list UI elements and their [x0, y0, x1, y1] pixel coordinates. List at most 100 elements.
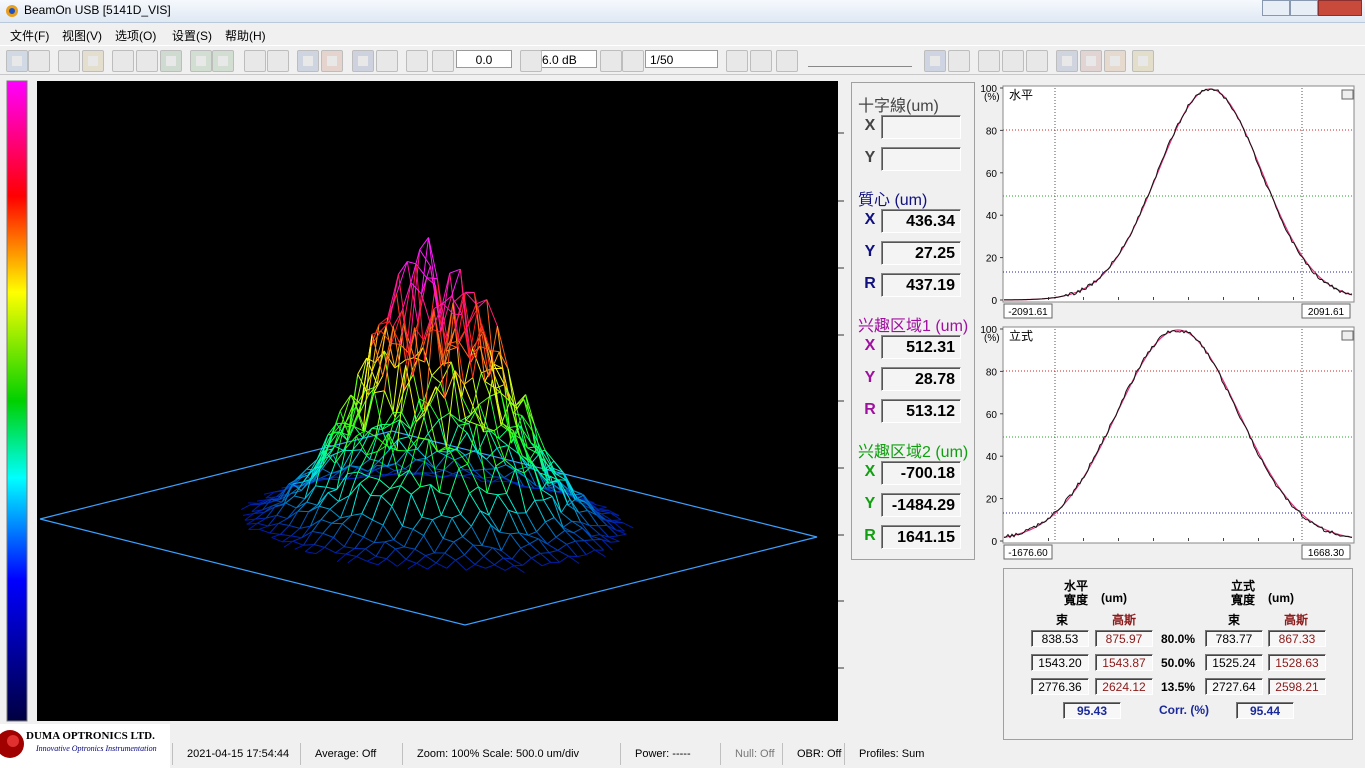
- toolbar-button[interactable]: [82, 50, 104, 72]
- toolbar-button[interactable]: [136, 50, 158, 72]
- width-value: 875.97: [1095, 630, 1153, 647]
- toolbar-button[interactable]: [432, 50, 454, 72]
- toolbar-button[interactable]: [376, 50, 398, 72]
- row-label: X: [864, 463, 876, 480]
- wire: [537, 446, 550, 484]
- wire: [366, 556, 377, 562]
- toolbar-button[interactable]: [750, 50, 772, 72]
- wire: [550, 475, 560, 482]
- toolbar-button[interactable]: [321, 50, 343, 72]
- wire: [443, 302, 454, 367]
- wire: [353, 426, 364, 439]
- width-value: 1543.87: [1095, 654, 1153, 671]
- wire: [343, 425, 353, 428]
- wire: [267, 522, 279, 527]
- average-select[interactable]: 1/50: [645, 50, 718, 68]
- wire: [390, 419, 401, 425]
- wire: [352, 531, 364, 538]
- beam-3d-view[interactable]: [37, 81, 838, 721]
- toolbar-button[interactable]: [190, 50, 212, 72]
- toolbar-button[interactable]: [28, 50, 50, 72]
- wire: [304, 544, 315, 553]
- toolbar-button[interactable]: [1132, 50, 1154, 72]
- toolbar-button[interactable]: [244, 50, 266, 72]
- y-tick-label: 40: [986, 211, 998, 222]
- gain-select[interactable]: 6.0 dB: [537, 50, 597, 68]
- toolbar-button[interactable]: [297, 50, 319, 72]
- wire: [604, 518, 617, 531]
- menu-item[interactable]: 选项(O): [115, 29, 157, 43]
- toolbar-button[interactable]: [924, 50, 946, 72]
- wire: [455, 559, 467, 571]
- toolbar-button[interactable]: [352, 50, 374, 72]
- corr-value: 95.44: [1236, 702, 1294, 719]
- wire: [494, 564, 506, 571]
- y-unit: (%): [984, 92, 1000, 103]
- toolbar-button[interactable]: [622, 50, 644, 72]
- wire: [392, 473, 402, 476]
- toolbar-button[interactable]: [1104, 50, 1126, 72]
- wire: [408, 437, 419, 471]
- toolbar-button[interactable]: [112, 50, 134, 72]
- value-field: 437.19: [881, 273, 961, 297]
- toolbar-button[interactable]: [948, 50, 970, 72]
- wire: [540, 552, 550, 554]
- y-tick-label: 80: [986, 126, 998, 137]
- toolbar-button[interactable]: [520, 50, 542, 72]
- wire: [461, 314, 472, 363]
- wire: [392, 326, 405, 391]
- threshold-field[interactable]: 0.0: [456, 50, 512, 68]
- toolbar-button[interactable]: [1002, 50, 1024, 72]
- toolbar-button[interactable]: [267, 50, 289, 72]
- wire: [403, 528, 414, 548]
- wire: [405, 548, 416, 560]
- toolbar-button[interactable]: [1026, 50, 1048, 72]
- wire: [463, 293, 473, 349]
- wire: [287, 510, 299, 519]
- wire: [363, 519, 373, 538]
- wire: [382, 423, 392, 430]
- wire: [442, 303, 454, 315]
- toolbar-button[interactable]: [726, 50, 748, 72]
- menu-item[interactable]: 视图(V): [62, 29, 102, 43]
- menu-item[interactable]: 文件(F): [10, 29, 50, 43]
- wire: [386, 558, 398, 567]
- wire: [496, 325, 509, 369]
- wire: [474, 410, 484, 433]
- toolbar-button[interactable]: [6, 50, 28, 72]
- wire: [421, 265, 431, 295]
- wire: [562, 471, 572, 496]
- wire: [421, 293, 433, 330]
- toolbar-button[interactable]: [600, 50, 622, 72]
- wire: [462, 536, 474, 546]
- minimize-button[interactable]: [1262, 0, 1290, 16]
- wire: [608, 535, 618, 538]
- slider[interactable]: [808, 52, 912, 67]
- wire: [512, 481, 522, 488]
- wire: [490, 524, 500, 533]
- wire: [507, 445, 517, 470]
- wire: [424, 308, 435, 414]
- wire: [417, 433, 429, 450]
- row-label: X: [864, 211, 876, 228]
- wire: [472, 324, 483, 378]
- menu-item[interactable]: 设置(S): [172, 29, 212, 43]
- toolbar-button[interactable]: [212, 50, 234, 72]
- menu-item[interactable]: 帮助(H): [225, 29, 266, 43]
- toolbar-button[interactable]: [58, 50, 80, 72]
- toolbar-button[interactable]: [160, 50, 182, 72]
- wire: [324, 448, 334, 452]
- base-plane: [39, 430, 818, 626]
- toolbar-button[interactable]: [1080, 50, 1102, 72]
- close-button[interactable]: [1318, 0, 1362, 16]
- toolbar-button[interactable]: [406, 50, 428, 72]
- wire: [451, 517, 463, 537]
- maximize-button[interactable]: [1290, 0, 1318, 16]
- wire: [525, 394, 535, 425]
- toolbar-button[interactable]: [978, 50, 1000, 72]
- wire: [510, 425, 521, 444]
- toolbar-button[interactable]: [776, 50, 798, 72]
- wire: [367, 560, 379, 566]
- toolbar-button[interactable]: [1056, 50, 1078, 72]
- width-value: 838.53: [1031, 630, 1089, 647]
